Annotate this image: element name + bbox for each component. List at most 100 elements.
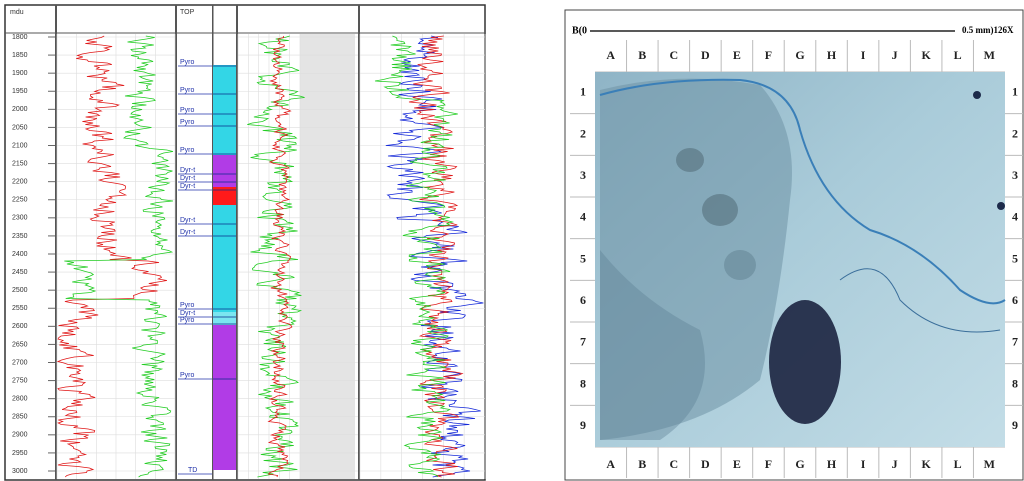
column-label: L (954, 457, 962, 471)
litho-block (213, 205, 236, 312)
depth-label: 1950 (12, 88, 28, 95)
depth-label: 2300 (12, 215, 28, 222)
depth-label: 3000 (12, 468, 28, 475)
grain (724, 250, 756, 280)
depth-label: 2000 (12, 106, 28, 113)
formation-top: Dyr-t (180, 183, 195, 190)
row-label: 4 (1012, 210, 1018, 224)
litho-block (213, 65, 236, 155)
depth-label: 2150 (12, 160, 28, 167)
row-label: 2 (580, 126, 586, 140)
row-label: 8 (580, 376, 586, 390)
column-label: H (827, 48, 837, 62)
well-log-panel: mdu TOP 1800 1850 1900 1950 2000 2050 2100 2150… (5, 5, 485, 480)
row-label: 5 (1012, 251, 1018, 265)
depth-label: 2650 (12, 341, 28, 348)
depth-label: 2250 (12, 197, 28, 204)
column-label: M (984, 457, 995, 471)
formation-top: Dyr-t (180, 310, 195, 317)
depth-label: 2400 (12, 251, 28, 258)
formation-top: Dyr-t (180, 229, 195, 236)
depth-label: 2100 (12, 142, 28, 149)
depth-label: 2350 (12, 233, 28, 240)
depth-label: 1850 (12, 52, 28, 59)
column-label: G (795, 457, 804, 471)
formation-top: Pyro (180, 59, 195, 66)
grain (676, 148, 704, 172)
column-label: E (733, 48, 741, 62)
column-label: K (921, 457, 931, 471)
depth-label: 2850 (12, 414, 28, 421)
row-label: 9 (580, 418, 586, 432)
row-label: 2 (1012, 126, 1018, 140)
depth-label: 2800 (12, 396, 28, 403)
depth-header: mdu (10, 9, 24, 16)
formation-top: Pyro (180, 119, 195, 126)
grain (997, 202, 1005, 210)
grain (702, 194, 738, 226)
column-label: L (954, 48, 962, 62)
row-label: 9 (1012, 418, 1018, 432)
depth-label: 1900 (12, 70, 28, 77)
column-label: F (765, 48, 772, 62)
depth-label: 2550 (12, 305, 28, 312)
formation-top: Pyro (180, 372, 195, 379)
formation-top: TD (188, 467, 197, 474)
scale-end: 0.5 mm)126X (962, 25, 1014, 35)
top-header: TOP (180, 9, 195, 16)
row-label: 3 (580, 168, 586, 182)
row-label: 6 (1012, 293, 1018, 307)
column-label: I (861, 48, 866, 62)
column-label: H (827, 457, 837, 471)
row-label: 1 (580, 85, 586, 99)
figure: mdu TOP 18001850190019502000205021002150… (0, 0, 1024, 481)
depth-label: 2750 (12, 377, 28, 384)
column-label: F (765, 457, 772, 471)
formation-top: Pyro (180, 302, 195, 309)
column-label: B (638, 457, 646, 471)
column-label: I (861, 457, 866, 471)
dark-grain (769, 300, 841, 424)
row-label: 6 (580, 293, 586, 307)
scale-start: B(0 (572, 25, 587, 36)
row-label: 5 (580, 251, 586, 265)
column-label: D (701, 48, 710, 62)
row-label: 4 (580, 210, 586, 224)
row-label: 3 (1012, 168, 1018, 182)
panel-frame (5, 5, 485, 480)
formation-top: Pyro (180, 317, 195, 324)
column-label: B (638, 48, 646, 62)
row-label: 7 (580, 335, 586, 349)
column-label: E (733, 457, 741, 471)
depth-label: 1800 (12, 34, 28, 41)
depth-label: 2200 (12, 179, 28, 186)
row-label: 1 (1012, 85, 1018, 99)
column-label: K (921, 48, 931, 62)
shading-band (300, 34, 355, 479)
column-label: J (892, 457, 898, 471)
column-label: M (984, 48, 995, 62)
litho-block (213, 325, 236, 470)
formation-top: Dyr-t (180, 167, 195, 174)
row-label: 7 (1012, 335, 1018, 349)
column-label: A (606, 48, 615, 62)
formation-top: Dyr-t (180, 175, 195, 182)
depth-label: 2700 (12, 359, 28, 366)
depth-label: 2950 (12, 450, 28, 457)
depth-label: 2050 (12, 124, 28, 131)
formation-top: Dyr-t (180, 217, 195, 224)
thin-section-panel: B(0 0.5 mm)126X A A B B C C D D E E F F G G H H I I J J K K L L… (565, 10, 1023, 480)
depth-label: 2600 (12, 323, 28, 330)
column-label: J (892, 48, 898, 62)
row-label: 8 (1012, 376, 1018, 390)
column-label: G (795, 48, 804, 62)
litho-block (213, 312, 236, 325)
formation-top: Pyro (180, 147, 195, 154)
formation-top: Pyro (180, 87, 195, 94)
column-label: C (670, 457, 679, 471)
column-label: C (670, 48, 679, 62)
column-label: A (606, 457, 615, 471)
grain (973, 91, 981, 99)
column-label: D (701, 457, 710, 471)
formation-top: Pyro (180, 107, 195, 114)
